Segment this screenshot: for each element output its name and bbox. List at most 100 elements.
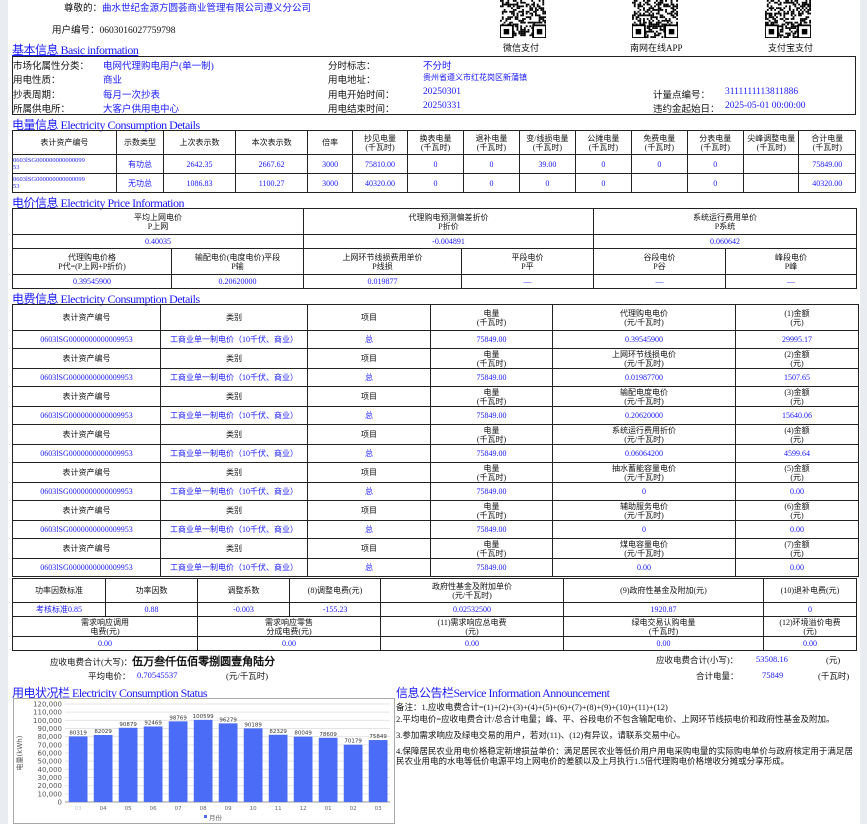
table-cell: 39.00 — [519, 154, 576, 174]
column-header: 绿电交易认购电量 (千瓦时) — [563, 616, 764, 637]
y-tick-label: 110,000 — [33, 709, 62, 717]
data-label: 82029 — [94, 729, 112, 735]
column-header: 输配电度电价 (元/千瓦时) — [552, 386, 736, 407]
section-announcement-title: 信息公告栏Service Information Announcement — [396, 686, 610, 700]
table-cell: 40320.00 — [798, 173, 856, 193]
qr-code-icon[interactable] — [632, 0, 678, 38]
data-label: 75849 — [369, 734, 387, 740]
bar-07 — [168, 721, 188, 802]
table-row: 0603lSG0000000000009953 工商业单一制电价（10千伏、商业）… — [12, 520, 859, 539]
fee-item: 总 — [307, 406, 431, 425]
bar-01 — [318, 737, 338, 802]
total-qty-label: 合计电量： — [696, 671, 739, 681]
section-basic-title: 基本信息 Basic information — [12, 43, 139, 57]
column-header: 类别 — [160, 538, 308, 559]
fee-header-row: 表计资产编号 类别 项目 电量 (千瓦时) 输配电度电价 (元/千瓦时) (3)金额 (元… — [12, 386, 859, 407]
fee-meter: 0603lSG0000000000009953 — [12, 368, 161, 387]
basic-field-label: 用电性质： — [13, 76, 61, 86]
table-cell: 0.88 — [105, 602, 198, 617]
data-label: 82329 — [269, 729, 287, 735]
table-cell: 0.00 — [197, 636, 381, 651]
column-header: 表计资产编号 — [12, 424, 161, 445]
greeting-label: 尊敬的： — [64, 4, 103, 14]
table-row: 0603lSG0000000000009953 工商业单一制电价（10千伏、商业）… — [12, 482, 859, 501]
table-cell: 0 — [574, 173, 633, 193]
column-header: 项目 — [307, 304, 431, 331]
column-header: 换表电量 (千瓦时) — [407, 130, 464, 155]
data-label: 80049 — [294, 731, 312, 737]
total-upper-label: 应收电费合计(大写)： — [50, 657, 133, 667]
legend-label[interactable]: 月份 — [209, 813, 223, 822]
table-cell: 0.00 — [763, 636, 857, 651]
table-cell: 1100.27 — [234, 173, 309, 193]
price-header: 谷段电价 P谷 — [593, 248, 726, 275]
bar-11 — [268, 734, 288, 802]
column-header: 电量 (千瓦时) — [430, 348, 553, 369]
fee-price: 0.39545900 — [552, 330, 736, 349]
column-header: 类别 — [160, 386, 308, 407]
fee-header-row: 表计资产编号 类别 项目 电量 (千瓦时) 系统运行费用折价 (元/千瓦时) (4)金额 … — [12, 424, 859, 445]
column-header: 表计资产编号 — [12, 538, 161, 559]
fee-category: 工商业单一制电价（10千伏、商业） — [160, 520, 308, 539]
column-header: 类别 — [160, 462, 308, 483]
column-header: (10)退补电费(元) — [763, 578, 857, 603]
data-label: 70179 — [344, 739, 362, 745]
column-header: 类别 — [160, 304, 308, 331]
bar-04 — [93, 735, 113, 802]
table-cell: 0 — [686, 154, 745, 174]
column-header: 公摊电量 (千瓦时) — [574, 130, 633, 155]
table-cell: 0.00 — [563, 636, 764, 651]
price-value: — — [725, 274, 857, 289]
x-tick-label: 11 — [275, 806, 282, 812]
column-header: 抄见电量 (千瓦时) — [351, 130, 409, 155]
column-header: (4)金额 (元) — [735, 424, 859, 445]
column-header: 上次表示数 — [163, 130, 236, 155]
table-row: 0603lSG0000000000009953 工商业单一制电价（10千伏、商业）… — [12, 406, 859, 425]
x-tick-label: 03 — [75, 806, 82, 812]
avg-price-unit: (元/千瓦时) — [226, 671, 269, 681]
y-axis-label: 电量(kWh) — [15, 735, 24, 770]
column-header: 项目 — [307, 424, 431, 445]
column-header: 变/线损电量 (千瓦时) — [519, 130, 576, 155]
table-row: 0603lSG0000000000009953 工商业单一制电价（10千伏、商业）… — [12, 330, 859, 349]
basic-field-label: 用电结束时间： — [328, 105, 395, 115]
x-tick-label: 08 — [200, 806, 207, 812]
column-header: 项目 — [307, 462, 431, 483]
x-tick-label: 09 — [225, 806, 232, 812]
price-value: — — [461, 274, 594, 289]
fee-item: 总 — [307, 520, 431, 539]
column-header: (6)金额 (元) — [735, 500, 859, 521]
x-tick-label: 04 — [100, 806, 107, 812]
column-header: 抽水蓄能容量电价 (元/千瓦时) — [552, 462, 736, 483]
basic-field-label: 分时标志： — [328, 62, 376, 72]
basic-field-value: 商业 — [103, 76, 123, 86]
y-tick-label: 70,000 — [38, 741, 63, 749]
qr-code-icon[interactable] — [765, 0, 811, 38]
fee-header-row: 表计资产编号 类别 项目 电量 (千瓦时) 抽水蓄能容量电价 (元/千瓦时) (5)金额 … — [12, 462, 859, 483]
section-price-title: 电价信息 Electricity Price Information — [12, 196, 184, 210]
column-header: (5)金额 (元) — [735, 462, 859, 483]
fee-meter: 0603lSG0000000000009953 — [12, 330, 161, 349]
fee-meter: 0603lSG0000000000009953 — [12, 406, 161, 425]
fee-qty: 75849.00 — [430, 330, 553, 349]
data-label: 90189 — [244, 722, 262, 728]
fee-item: 总 — [307, 368, 431, 387]
table-cell: 0603lSG000000000000099 53 — [12, 154, 117, 174]
column-header: 表计资产编号 — [12, 130, 117, 155]
table-cell: 2667.62 — [234, 154, 309, 174]
column-header: (8)调整电费(元) — [289, 578, 381, 603]
column-header: 电量 (千瓦时) — [430, 304, 553, 331]
x-tick-label: 10 — [250, 806, 257, 812]
qr-code-icon[interactable] — [500, 0, 546, 38]
bar-05 — [118, 727, 138, 802]
table-cell: 有功总 — [115, 154, 165, 174]
qr-code-label: 支付宝支付 — [768, 43, 814, 53]
fee-category: 工商业单一制电价（10千伏、商业） — [160, 330, 308, 349]
basic-field-value: 3111111113811886 — [725, 87, 799, 97]
column-header: 电量 (千瓦时) — [430, 500, 553, 521]
table-cell: 0 — [462, 173, 521, 193]
column-header: 政府性基金及附加单价 (元/千瓦时) — [380, 578, 564, 603]
y-tick-label: 10,000 — [38, 790, 63, 798]
announcement-line: 3.参加需求响应及绿电交易的用户，若对(11)、(12)有异议，请联系交易中心。 — [396, 730, 686, 740]
price-value: 0.40035 — [12, 234, 304, 249]
